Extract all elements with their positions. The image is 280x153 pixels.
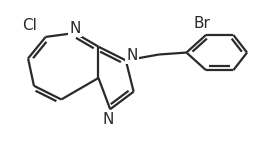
Text: N: N (69, 21, 81, 36)
Text: Cl: Cl (23, 18, 38, 33)
Text: Br: Br (194, 16, 211, 31)
Text: N: N (126, 48, 137, 63)
Text: N: N (102, 112, 114, 127)
